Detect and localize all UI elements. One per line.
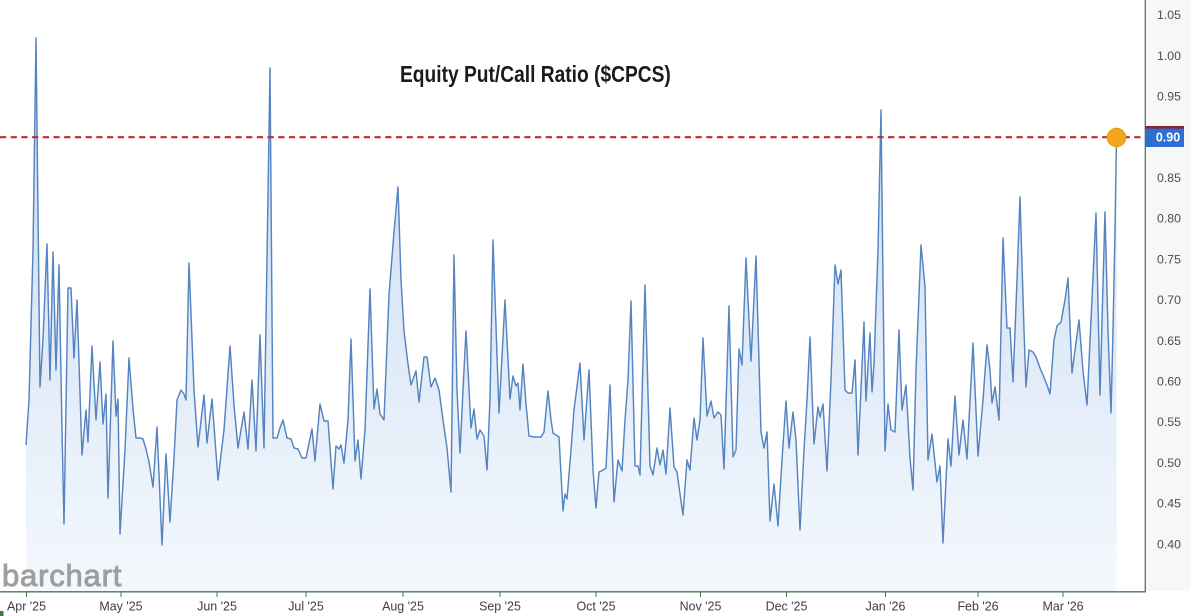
svg-text:0.70: 0.70 [1157, 293, 1181, 307]
svg-text:0.50: 0.50 [1157, 456, 1181, 470]
svg-text:Apr '25: Apr '25 [7, 600, 46, 614]
svg-text:May '25: May '25 [99, 600, 142, 614]
svg-text:0.85: 0.85 [1157, 171, 1181, 185]
svg-text:0.95: 0.95 [1157, 90, 1181, 104]
svg-text:0.75: 0.75 [1157, 252, 1181, 266]
svg-text:0.90: 0.90 [1156, 131, 1180, 145]
svg-text:Aug '25: Aug '25 [382, 600, 424, 614]
svg-text:Sep '25: Sep '25 [479, 600, 521, 614]
svg-text:0.65: 0.65 [1157, 334, 1181, 348]
svg-text:0.45: 0.45 [1157, 497, 1181, 511]
svg-text:1.05: 1.05 [1157, 8, 1181, 22]
svg-text:Dec '25: Dec '25 [766, 600, 808, 614]
svg-text:barchart: barchart [2, 558, 122, 593]
svg-text:0.60: 0.60 [1157, 375, 1181, 389]
svg-text:Feb '26: Feb '26 [957, 600, 998, 614]
svg-text:Equity Put/Call Ratio ($CPCS): Equity Put/Call Ratio ($CPCS) [400, 62, 671, 87]
svg-text:0.40: 0.40 [1157, 537, 1181, 551]
svg-text:Nov '25: Nov '25 [680, 600, 722, 614]
svg-text:Jun '25: Jun '25 [197, 600, 237, 614]
svg-text:0.80: 0.80 [1157, 212, 1181, 226]
svg-text:1.00: 1.00 [1157, 49, 1181, 63]
svg-text:Oct '25: Oct '25 [576, 600, 615, 614]
svg-text:Jan '26: Jan '26 [866, 600, 906, 614]
svg-text:Mar '26: Mar '26 [1042, 600, 1083, 614]
svg-text:Jul '25: Jul '25 [288, 600, 324, 614]
svg-text:0.55: 0.55 [1157, 415, 1181, 429]
